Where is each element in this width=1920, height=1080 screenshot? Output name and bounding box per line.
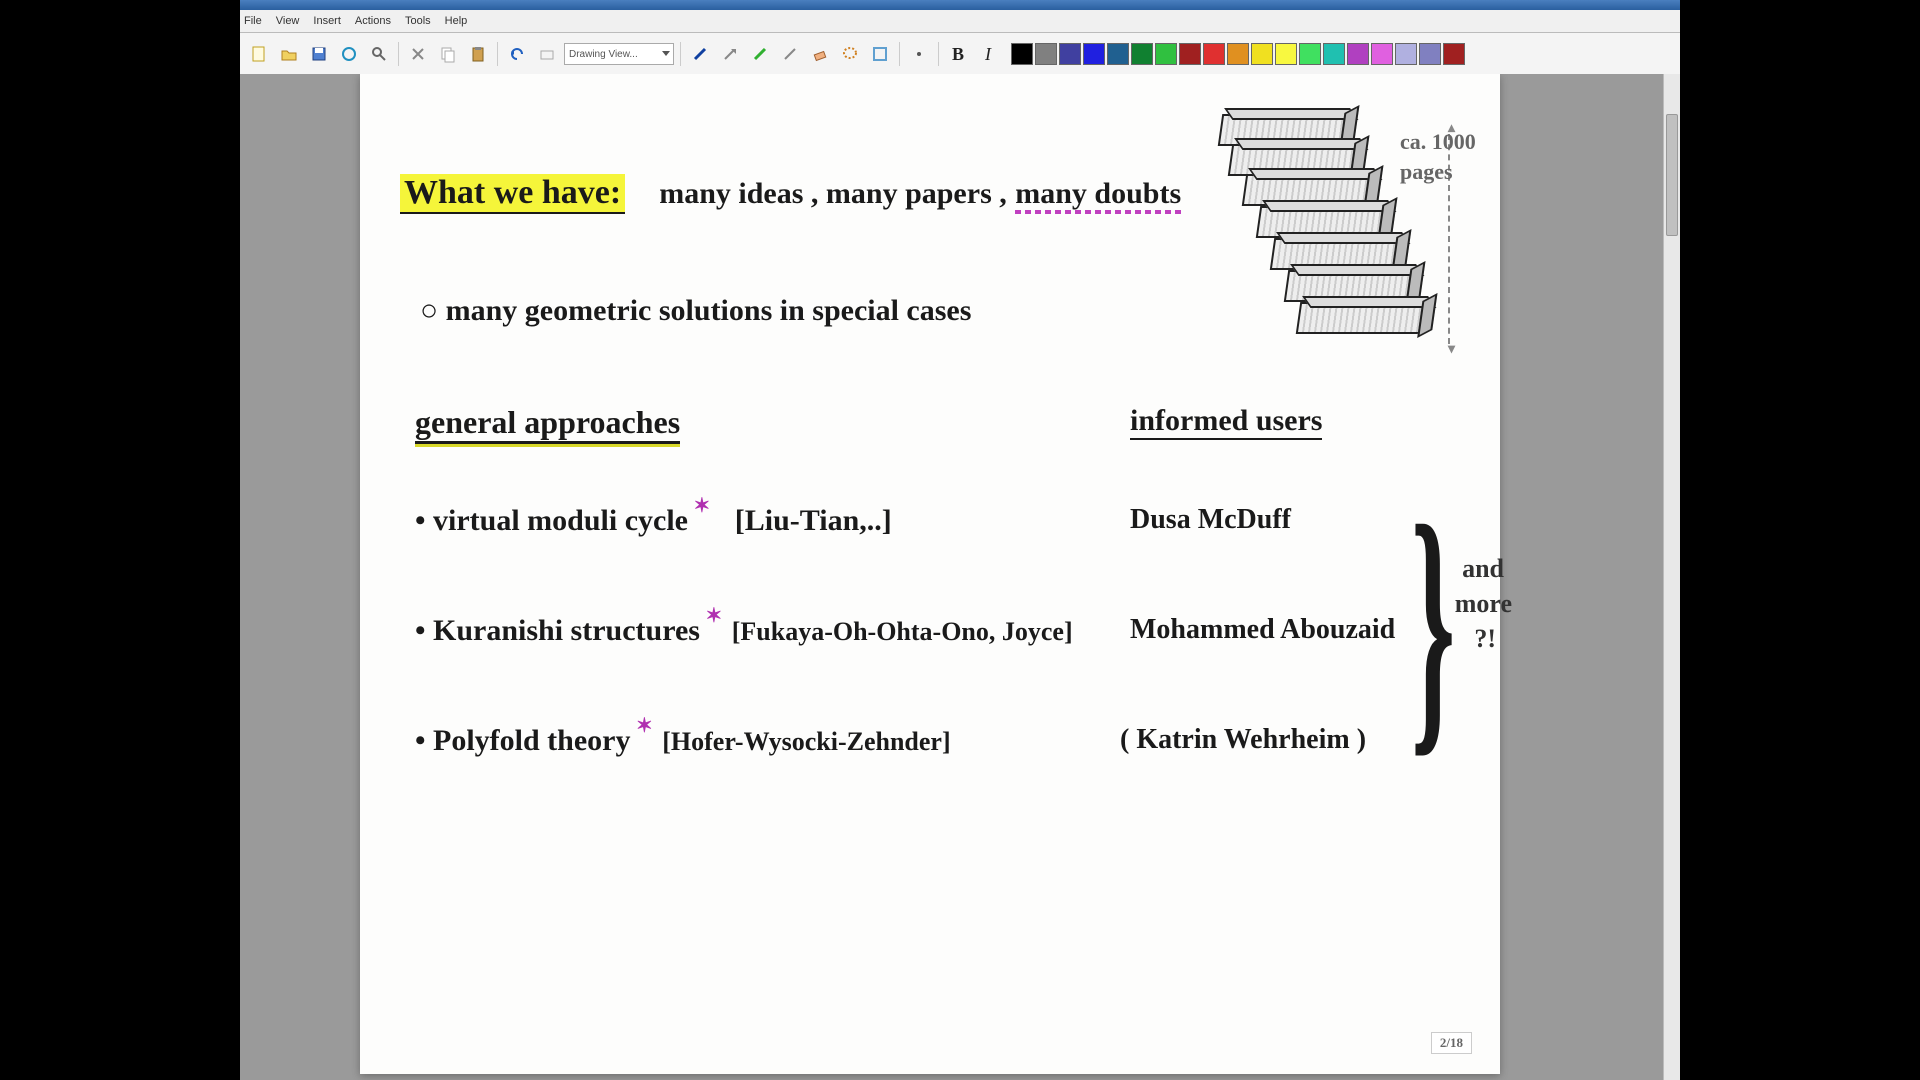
pen-icon[interactable] xyxy=(687,41,713,67)
workspace: What we have: many ideas , many papers ,… xyxy=(240,74,1664,1080)
color-swatch[interactable] xyxy=(1227,43,1249,65)
arrow-tool-icon[interactable] xyxy=(717,41,743,67)
color-swatch[interactable] xyxy=(1275,43,1297,65)
color-swatch[interactable] xyxy=(1059,43,1081,65)
scroll-thumb[interactable] xyxy=(1666,114,1678,236)
approach-polyfold: • Polyfold theory ✶ [Hofer-Wysocki-Zehnd… xyxy=(415,724,951,758)
col-title-users: informed users xyxy=(1130,404,1322,440)
color-swatch[interactable] xyxy=(1155,43,1177,65)
save-icon[interactable] xyxy=(306,41,332,67)
menu-bar: File View Insert Actions Tools Help xyxy=(240,10,1680,33)
color-swatch[interactable] xyxy=(1131,43,1153,65)
toolbar-separator xyxy=(398,42,399,66)
brace-note-and: and xyxy=(1462,554,1504,584)
note-page[interactable]: What we have: many ideas , many papers ,… xyxy=(360,74,1500,1074)
menu-help[interactable]: Help xyxy=(445,15,468,27)
menu-view[interactable]: View xyxy=(276,15,300,27)
color-swatch[interactable] xyxy=(1371,43,1393,65)
undo-icon[interactable] xyxy=(504,41,530,67)
cut-icon[interactable] xyxy=(336,41,362,67)
menu-tools[interactable]: Tools xyxy=(405,15,431,27)
highlighter-icon[interactable] xyxy=(747,41,773,67)
approach-virtual-moduli: • virtual moduli cycle ✶ [Liu-Tian,..] xyxy=(415,504,892,538)
color-swatch[interactable] xyxy=(1395,43,1417,65)
user-wehrheim: ( Katrin Wehrheim ) xyxy=(1120,724,1366,756)
eraser-icon[interactable] xyxy=(807,41,833,67)
books-label-2: pages xyxy=(1400,159,1500,185)
menu-file[interactable]: File xyxy=(244,15,262,27)
bullet-geometric-solutions: ○ many geometric solutions in special ca… xyxy=(420,294,971,328)
color-palette xyxy=(1011,43,1465,65)
user-abouzaid: Mohammed Abouzaid xyxy=(1130,614,1395,646)
vertical-scrollbar[interactable] xyxy=(1663,74,1680,1080)
paste-icon[interactable] xyxy=(465,41,491,67)
toolbar-separator xyxy=(899,42,900,66)
toolbar: Drawing View... B I xyxy=(240,33,1680,76)
heading-text: many ideas , many papers , xyxy=(659,177,1007,210)
star-icon: ✶ xyxy=(693,495,710,517)
copy-icon[interactable] xyxy=(435,41,461,67)
color-swatch[interactable] xyxy=(1203,43,1225,65)
section-heading: What we have: xyxy=(400,174,625,214)
redo-icon[interactable] xyxy=(534,41,560,67)
menu-insert[interactable]: Insert xyxy=(313,15,341,27)
menu-actions[interactable]: Actions xyxy=(355,15,391,27)
bold-button[interactable]: B xyxy=(945,41,971,67)
color-swatch[interactable] xyxy=(1083,43,1105,65)
page-number: 2/18 xyxy=(1431,1032,1472,1054)
color-swatch[interactable] xyxy=(1011,43,1033,65)
view-mode-combo[interactable]: Drawing View... xyxy=(564,43,674,65)
brace-note-qmark: ?! xyxy=(1474,624,1496,654)
user-mcduff: Dusa McDuff xyxy=(1130,504,1291,536)
marker-icon[interactable] xyxy=(777,41,803,67)
approach-kuranishi: • Kuranishi structures ✶ [Fukaya-Oh-Ohta… xyxy=(415,614,1073,648)
color-swatch[interactable] xyxy=(1035,43,1057,65)
books-label-1: ca. 1000 xyxy=(1400,129,1500,155)
new-page-icon[interactable] xyxy=(246,41,272,67)
lasso-icon[interactable] xyxy=(837,41,863,67)
insert-space-icon[interactable] xyxy=(867,41,893,67)
toolbar-separator xyxy=(938,42,939,66)
italic-button[interactable]: I xyxy=(975,41,1001,67)
color-swatch[interactable] xyxy=(1251,43,1273,65)
color-swatch[interactable] xyxy=(1419,43,1441,65)
star-icon: ✶ xyxy=(705,605,722,627)
toolbar-separator xyxy=(497,42,498,66)
star-icon: ✶ xyxy=(636,715,653,737)
brace-icon: } xyxy=(1411,484,1455,764)
toolbar-separator xyxy=(680,42,681,66)
color-swatch[interactable] xyxy=(1443,43,1465,65)
whiteboard-app-window: File View Insert Actions Tools Help Draw… xyxy=(240,0,1680,1080)
color-swatch[interactable] xyxy=(1107,43,1129,65)
heading-doubts: many doubts xyxy=(1015,177,1181,210)
bullet-icon[interactable] xyxy=(906,41,932,67)
open-icon[interactable] xyxy=(276,41,302,67)
col-title-approaches: general approaches xyxy=(415,404,680,444)
search-icon[interactable] xyxy=(366,41,392,67)
color-swatch[interactable] xyxy=(1347,43,1369,65)
color-swatch[interactable] xyxy=(1179,43,1201,65)
window-title-bar xyxy=(240,0,1680,10)
brace-note-more: more xyxy=(1455,589,1512,619)
color-swatch[interactable] xyxy=(1323,43,1345,65)
scissors-icon[interactable] xyxy=(405,41,431,67)
color-swatch[interactable] xyxy=(1299,43,1321,65)
